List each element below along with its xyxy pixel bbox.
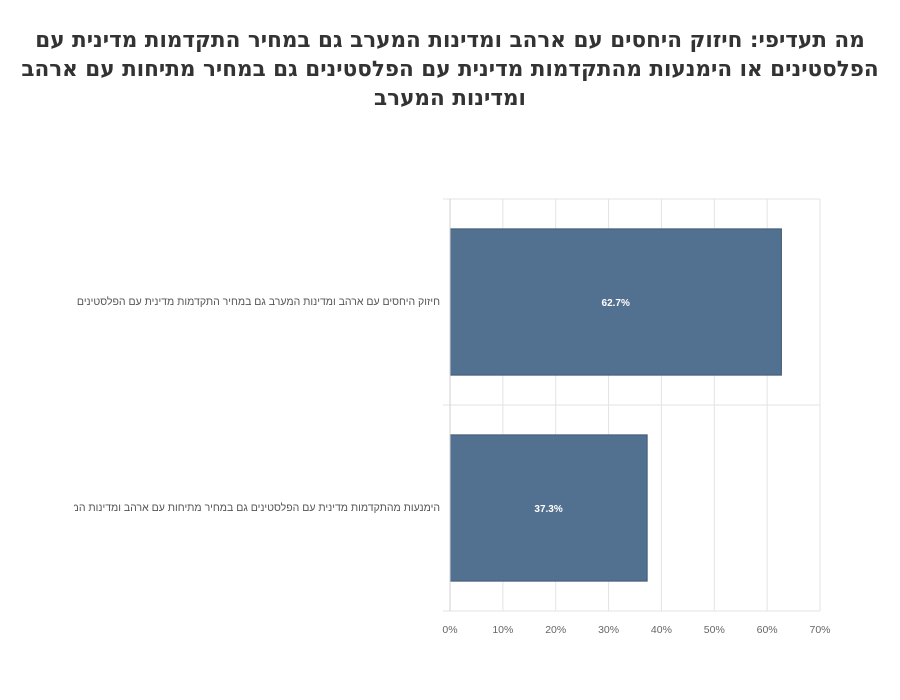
x-tick-label: 60%	[757, 624, 778, 636]
bars: 62.7% 37.3%	[449, 228, 782, 582]
x-tick-label: 30%	[598, 624, 619, 636]
data-label: 37.3%	[534, 504, 562, 515]
x-tick-label: 0%	[442, 624, 457, 636]
category-label: הימנעות מהתקדמות מדינית עם הפלסטינים גם …	[74, 502, 440, 514]
x-tick-label: 20%	[545, 624, 566, 636]
chart-title: מה תעדיפי: חיזוק היחסים עם ארהב ומדינות …	[21, 28, 879, 111]
data-label: 62.7%	[602, 298, 630, 309]
x-tick-label: 50%	[704, 624, 725, 636]
x-axis: 0% 10% 20% 30% 40% 50% 60% 70%	[442, 199, 831, 636]
category-label: חיזוק היחסים עם ארהב ומדינות המערב גם במ…	[76, 296, 440, 308]
bar	[449, 434, 648, 582]
x-tick-label: 70%	[809, 624, 830, 636]
bar	[449, 228, 782, 376]
x-tick-label: 10%	[492, 624, 513, 636]
x-tick-label: 40%	[651, 624, 672, 636]
